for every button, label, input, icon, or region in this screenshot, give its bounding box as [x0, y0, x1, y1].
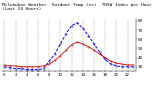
- Text: Milwaukee Weather  Outdoor Temp (vs)  THSW Index per Hour (Last 24 Hours): Milwaukee Weather Outdoor Temp (vs) THSW…: [2, 3, 151, 11]
